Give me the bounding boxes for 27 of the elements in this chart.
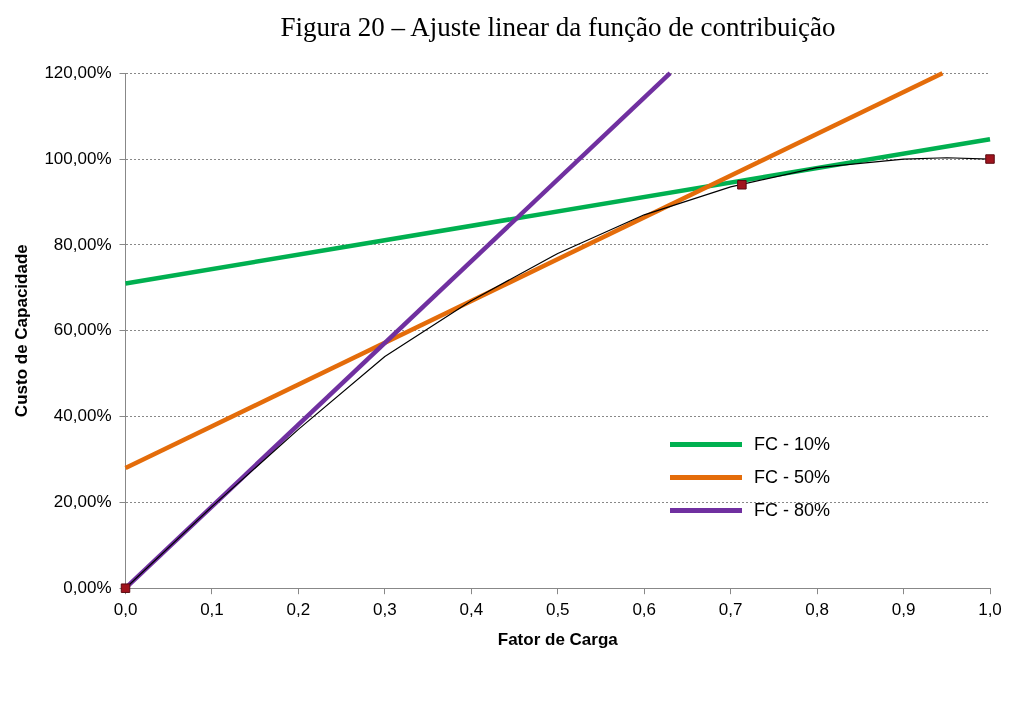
x-tick-label: 0,5: [545, 600, 570, 620]
point: [985, 154, 995, 164]
x-tick-label: 0,3: [373, 600, 397, 620]
y-tick-label: 120,00%: [44, 62, 112, 82]
x-tick-label: 0,2: [286, 600, 311, 620]
x-tick-label: 0,1: [200, 600, 224, 620]
y-tick-label: 40,00%: [53, 406, 112, 426]
point: [737, 180, 747, 190]
y-tick-label: 100,00%: [44, 148, 112, 168]
point: [120, 583, 131, 593]
legend-label: FC - 10%: [754, 434, 831, 456]
y-axis-title: Custo de Capacidade: [11, 244, 31, 418]
x-tick-label: 0,4: [459, 600, 484, 620]
x-axis-title: Fator de Carga: [497, 630, 619, 650]
x-tick-label: 0,7: [718, 600, 743, 620]
chart-title: Figura 20 – Ajuste linear da função de contribuição: [279, 11, 837, 44]
x-tick-label: 0,9: [891, 600, 916, 620]
x-tick-label: 0,6: [632, 600, 657, 620]
legend-label: FC - 80%: [754, 500, 831, 522]
legend-label: FC - 50%: [754, 467, 831, 489]
x-tick-label: 0,0: [113, 600, 138, 620]
y-tick-label: 60,00%: [53, 320, 112, 340]
y-tick-label: 0,00%: [63, 577, 112, 597]
x-tick-label: 0,8: [805, 600, 829, 620]
y-tick-label: 20,00%: [53, 492, 112, 512]
y-tick-label: 80,00%: [53, 234, 112, 254]
x-tick-label: 1,0: [978, 600, 1002, 620]
